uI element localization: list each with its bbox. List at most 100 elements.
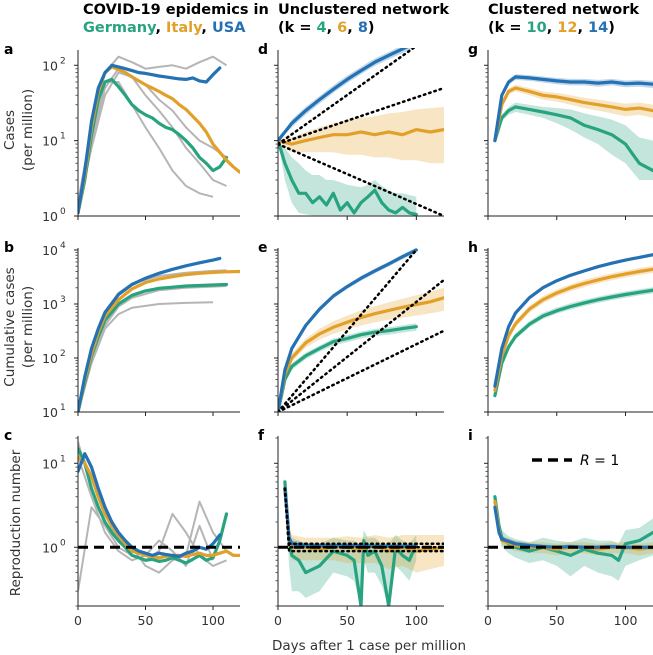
x-tick-label: 50 (549, 613, 565, 628)
analytic-fit-line (278, 48, 416, 146)
r1-legend-eq: = 1 (590, 453, 620, 469)
plot-area-e (278, 247, 444, 412)
plot-area-i (488, 492, 653, 581)
y-tick-label: 10 (42, 351, 58, 366)
series-line-k14 (493, 253, 653, 388)
x-tick-label: 0 (274, 613, 282, 628)
x-tick-label: 100 (404, 613, 428, 628)
panel-g: g (468, 42, 653, 220)
plot-area-d (278, 48, 444, 216)
panel-e: e (258, 240, 444, 416)
confidence-band-k12 (494, 265, 653, 391)
series-line-k12 (493, 86, 653, 143)
panel-i: 0 50 100 i (468, 428, 653, 628)
x-tick-label: 50 (339, 613, 355, 628)
legend-sep: , (347, 20, 358, 36)
plot-area-h (493, 253, 653, 398)
header-col2-legend: (k = 4, 6, 8) (278, 20, 375, 36)
panel-label-f: f (258, 428, 265, 444)
ylabel-row3: Reproduction number (8, 449, 24, 596)
header-col3: Clustered network (k = 10, 12, 14) (488, 2, 639, 36)
y-tick-exponent: 1 (60, 132, 66, 142)
y-tick-label: 10 (42, 58, 58, 73)
series-line-germany (78, 446, 229, 565)
series-line-k6 (278, 296, 444, 412)
legend-sep: , (547, 20, 558, 36)
legend-text: (k = (278, 20, 317, 36)
gray-country-line (78, 285, 227, 412)
x-tick-label: 50 (138, 613, 154, 628)
y-tick-label: 10 (42, 209, 58, 224)
series-line-germany (78, 282, 229, 412)
series-line-italy (78, 269, 240, 412)
header-col1-title: COVID-19 epidemics in (83, 2, 269, 18)
panel-label-e: e (258, 240, 268, 256)
series-line-k14 (493, 75, 653, 143)
legend-text: ) (608, 20, 615, 36)
analytic-fit-line (278, 278, 444, 412)
header-col3-title: Clustered network (488, 2, 639, 18)
y-tick-exponent: 1 (60, 454, 66, 464)
analytic-fit-line (278, 86, 444, 146)
legend-k12: 12 (557, 20, 577, 36)
series-line-k4 (278, 139, 418, 216)
confidence-band-k4 (278, 140, 417, 216)
gray-country-line (78, 67, 227, 211)
gray-country-line (78, 81, 214, 208)
series-line-k8 (278, 48, 409, 143)
analytic-fit-line (278, 248, 418, 412)
legend-sep: , (327, 20, 338, 36)
header-col1: COVID-19 epidemics in Germany, Italy, US… (83, 2, 269, 36)
y-tick-exponent: 0 (60, 538, 66, 548)
y-tick-label: 10 (42, 134, 58, 149)
confidence-band-k4 (278, 323, 417, 412)
confidence-band-k8 (284, 485, 417, 549)
confidence-band-k10 (494, 492, 653, 581)
confidence-band-k6 (278, 106, 444, 164)
ylabel-row2-line1: Cumulative cases (2, 267, 18, 386)
y-tick-exponent: 2 (60, 349, 66, 359)
panel-label-g: g (468, 42, 478, 58)
ylabel-row1-line1: Cases (2, 110, 18, 150)
x-tick-label: 0 (74, 613, 82, 628)
ylabel-row1-line2: (per million) (20, 89, 36, 171)
series-line-germany (78, 77, 229, 215)
legend-text: (k = (488, 20, 527, 36)
legend-k10: 10 (527, 20, 547, 36)
y-tick-label: 10 (42, 243, 58, 258)
confidence-band-k6 (278, 287, 444, 412)
legend-k4: 4 (317, 20, 327, 36)
series-line-k10 (493, 105, 653, 173)
legend-k6: 6 (337, 20, 347, 36)
y-tick-label: 10 (42, 456, 58, 471)
plot-area-g (493, 74, 653, 180)
series-line-k12 (493, 267, 653, 393)
series-line-k8 (278, 248, 418, 412)
series-line-usa (78, 256, 222, 412)
x-tick-label: 100 (614, 613, 638, 628)
y-tick-exponent: 2 (60, 56, 66, 66)
panel-f: 0 50 100 f (258, 428, 444, 628)
series-line-usa (78, 63, 222, 215)
legend-germany: Germany (83, 20, 157, 36)
header-col1-legend: Germany, Italy, USA (83, 20, 246, 36)
y-tick-label: 10 (42, 540, 58, 555)
panel-label-h: h (468, 240, 478, 256)
panel-label-a: a (4, 42, 13, 58)
analytic-fit-line (278, 142, 444, 216)
y-tick-label: 10 (42, 297, 58, 312)
panel-d: d (258, 42, 444, 220)
confidence-band-k10 (494, 102, 653, 180)
analytic-fit-line (278, 329, 444, 412)
x-tick-label: 100 (201, 613, 225, 628)
series-line-k10 (493, 288, 653, 398)
gray-country-line (78, 301, 214, 412)
gray-country-line (78, 71, 228, 211)
gray-country-line (78, 441, 228, 574)
header-col2-title: Unclustered network (278, 2, 449, 18)
y-tick-label: 10 (42, 405, 58, 420)
